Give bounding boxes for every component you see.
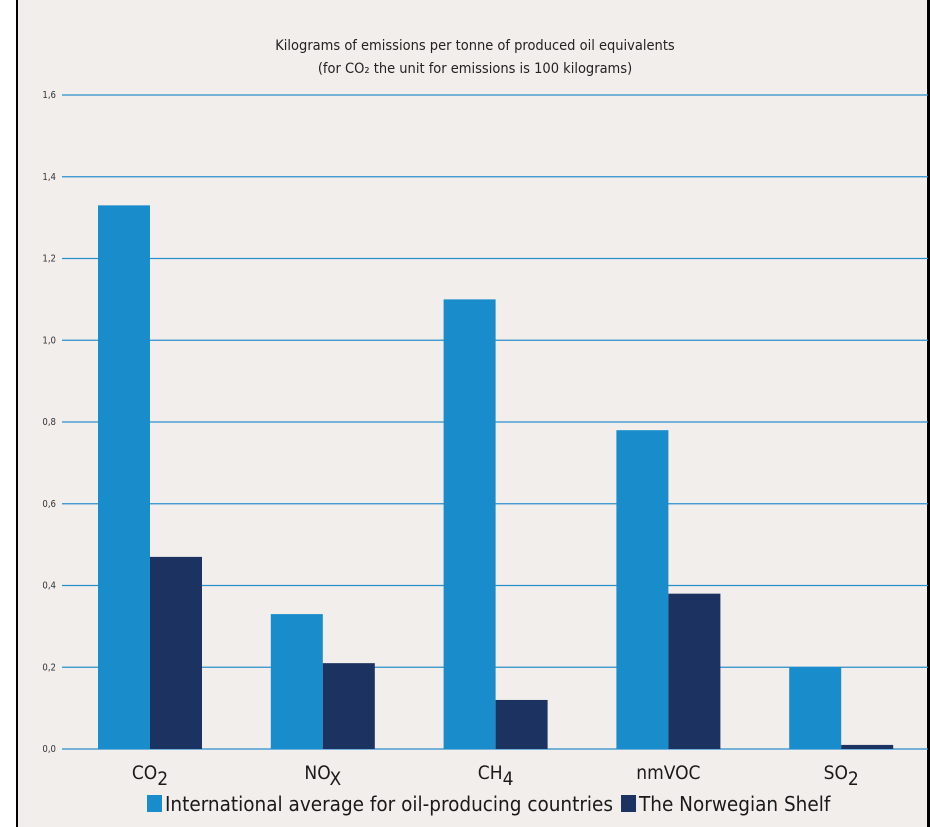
bars: [98, 205, 894, 750]
legend-swatch: [147, 795, 162, 812]
y-tick-label: 0,4: [42, 581, 56, 592]
x-axis-ticks: CO2 NOX CH4 nmVOC SO2: [132, 762, 859, 790]
legend: International average for oil-producing …: [147, 792, 831, 816]
bar: [616, 430, 669, 749]
legend-swatch: [621, 795, 637, 812]
y-tick-label: 0,8: [42, 417, 56, 428]
legend-label: International average for oil-producing …: [165, 792, 613, 816]
bar: [98, 205, 150, 750]
bar: [443, 299, 496, 749]
bar: [270, 614, 323, 749]
bar: [789, 667, 842, 749]
y-tick-label: 0,6: [42, 499, 56, 510]
x-tick-label: SO2: [824, 762, 859, 790]
x-tick-label: CO2: [132, 762, 168, 790]
y-axis-ticks: 0,0 0,2 0,4 0,6 0,8 1,0 1,2 1,4 1,6: [42, 90, 56, 755]
y-tick-label: 1,0: [42, 335, 56, 346]
y-tick-label: 0,2: [42, 662, 56, 673]
bar: [322, 663, 375, 749]
y-tick-label: 0,0: [42, 744, 56, 755]
y-tick-label: 1,2: [42, 254, 56, 265]
x-tick-label: NOX: [304, 762, 341, 790]
y-tick-label: 1,6: [42, 90, 56, 101]
chart-title: Kilograms of emissions per tonne of prod…: [275, 38, 675, 54]
bar: [668, 593, 721, 749]
bar: [150, 556, 202, 749]
legend-label: The Norwegian Shelf: [638, 792, 831, 816]
bar: [841, 744, 894, 749]
y-tick-label: 1,4: [42, 172, 56, 183]
chart-subtitle: (for CO₂ the unit for emissions is 100 k…: [318, 61, 632, 77]
bar: [495, 699, 548, 749]
x-tick-label: nmVOC: [636, 762, 700, 784]
x-tick-label: CH4: [478, 762, 514, 790]
